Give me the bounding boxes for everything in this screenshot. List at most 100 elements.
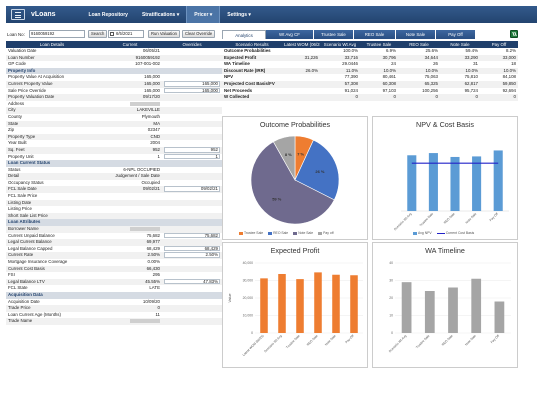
- override-cell[interactable]: [162, 206, 222, 213]
- tab-wt-avg-cf[interactable]: Wt Avg CF: [266, 30, 314, 39]
- nav-loan-repository[interactable]: Loan Repository: [88, 11, 128, 18]
- clear-override-button[interactable]: Clear Override: [182, 30, 216, 38]
- override-cell[interactable]: [162, 199, 222, 207]
- table-row: FCL State LATE: [6, 285, 222, 292]
- cell-value: 75,810: [464, 74, 478, 80]
- current-value: Plymouth: [141, 113, 160, 119]
- override-cell[interactable]: [162, 265, 222, 273]
- excel-export-icon[interactable]: [510, 30, 518, 38]
- table-row: Projected Cost Basis/FV 57,308 60,308 65,32…: [222, 80, 518, 88]
- override-cell[interactable]: [162, 239, 222, 246]
- current-cell: 2.50%: [98, 252, 162, 259]
- override-cell[interactable]: [162, 305, 222, 312]
- field-label: Current Property Value: [6, 80, 98, 88]
- bar-pay-off[interactable]: [494, 301, 505, 334]
- override-cell[interactable]: [162, 285, 222, 292]
- tab-analytics[interactable]: Analytics: [222, 30, 266, 39]
- override-cell[interactable]: 75,682: [162, 232, 222, 240]
- override-cell[interactable]: [162, 226, 222, 233]
- override-cell[interactable]: 68,429: [162, 245, 222, 253]
- valuation-date-input[interactable]: 6/5/2021: [108, 30, 144, 38]
- bar-reo-sale[interactable]: [314, 272, 322, 333]
- bar-scenario-wt-avg[interactable]: [407, 155, 417, 211]
- override-cell[interactable]: [162, 127, 222, 134]
- current-cell: 10/09/20: [98, 299, 162, 306]
- bar-pay-off[interactable]: [493, 150, 503, 211]
- override-cell[interactable]: [162, 120, 222, 128]
- override-cell[interactable]: 47.83%: [162, 278, 222, 286]
- legend-label: Trustee Sale: [244, 231, 264, 235]
- override-cell[interactable]: [162, 299, 222, 306]
- menu-icon[interactable]: [11, 9, 25, 20]
- pie-slice-pay-off[interactable]: [272, 135, 296, 182]
- bar-reo-sale[interactable]: [448, 287, 458, 334]
- y-tick-label: 30,000: [243, 279, 253, 283]
- x-tick-label: Trustee Sale: [415, 334, 431, 350]
- current-cell: 1: [98, 154, 162, 161]
- override-cell[interactable]: 09/02/21: [162, 186, 222, 194]
- nav-settings[interactable]: Settings ▾: [227, 11, 251, 18]
- nav-pricer[interactable]: Pricer ▾: [186, 6, 221, 23]
- bar-scenario-wt-avg[interactable]: [278, 273, 286, 333]
- override-cell[interactable]: [162, 193, 222, 200]
- field-label: Listing Price: [8, 206, 32, 212]
- cell-value: 31: [473, 61, 478, 67]
- loan-details-header: Loan Details: [6, 41, 98, 48]
- tab-trustee-sale[interactable]: Trustee Sale: [314, 30, 354, 39]
- override-cell[interactable]: [162, 312, 222, 319]
- override-cell[interactable]: [162, 61, 222, 68]
- override-cell[interactable]: [162, 259, 222, 266]
- override-cell[interactable]: [162, 167, 222, 174]
- override-cell[interactable]: [162, 318, 222, 325]
- bar-note-sale[interactable]: [332, 274, 340, 333]
- override-cell[interactable]: [162, 173, 222, 180]
- bar-trustee-sale[interactable]: [296, 279, 304, 333]
- loan-details-table: Loan Details Current Overrides Valuation…: [6, 41, 222, 325]
- pie-slice-note-sale[interactable]: [250, 141, 335, 225]
- override-cell[interactable]: 165,000: [162, 80, 222, 88]
- field-label: Trade Price: [6, 305, 98, 312]
- calendar-icon: [110, 32, 114, 36]
- override-cell[interactable]: [162, 101, 222, 108]
- pie-slice-reo-sale[interactable]: [294, 139, 340, 201]
- bar-latest-wom-06-25[interactable]: [260, 278, 268, 333]
- override-cell[interactable]: 952: [162, 146, 222, 154]
- override-cell[interactable]: 2.50%: [162, 252, 222, 259]
- override-cell[interactable]: [162, 140, 222, 147]
- loan-number-input[interactable]: 9160059192: [29, 30, 85, 38]
- bar-reo-sale[interactable]: [450, 156, 460, 211]
- current-value: 45.55%: [145, 278, 160, 284]
- bar-note-sale[interactable]: [472, 156, 482, 211]
- override-cell[interactable]: 1: [162, 153, 222, 161]
- override-cell[interactable]: [162, 133, 222, 141]
- override-cell[interactable]: [162, 180, 222, 187]
- nav-stratifications[interactable]: Stratifications ▾: [141, 11, 180, 18]
- run-valuation-button[interactable]: Run Valuation: [148, 30, 180, 38]
- bar-trustee-sale[interactable]: [428, 153, 438, 211]
- section-title: Acquisition Data: [6, 291, 222, 299]
- override-cell[interactable]: [162, 48, 222, 55]
- bar-trustee-sale[interactable]: [424, 291, 435, 333]
- bar-pay-off[interactable]: [350, 275, 358, 333]
- search-button[interactable]: Search: [88, 30, 108, 38]
- tab-note-sale[interactable]: Note Sale: [396, 30, 436, 39]
- override-cell[interactable]: [162, 212, 222, 220]
- table-row: Property Value At Acquisition 165,000: [6, 74, 222, 81]
- tab-pay-off[interactable]: Pay Off: [436, 30, 476, 39]
- override-cell[interactable]: [162, 54, 222, 62]
- table-row: Year Built 2004: [6, 140, 222, 147]
- table-row: Property Valuation Date 09/17/20: [6, 94, 222, 101]
- current-cell: [98, 199, 162, 207]
- tab-reo-sale[interactable]: REO Sale: [354, 30, 396, 39]
- override-cell[interactable]: [162, 74, 222, 81]
- override-cell[interactable]: [162, 114, 222, 121]
- override-cell[interactable]: [162, 94, 222, 101]
- current-value: 06/05/21: [142, 48, 160, 53]
- override-cell[interactable]: 165,000: [162, 87, 222, 95]
- bar-note-sale[interactable]: [471, 278, 482, 333]
- bar-scenario-wt-avg[interactable]: [401, 282, 412, 333]
- override-cell[interactable]: [162, 107, 222, 114]
- override-cell[interactable]: [162, 272, 222, 279]
- npv-bar-chart: Scenario Wt Avg Trustee Sale REO Sale Note …: [393, 150, 509, 231]
- legend-label: Note Sale: [298, 231, 314, 235]
